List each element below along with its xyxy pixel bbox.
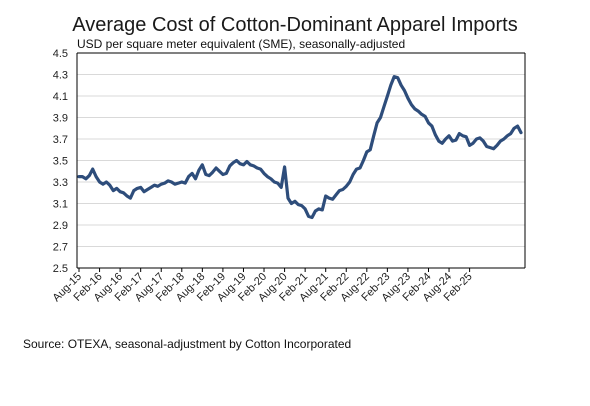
y-tick-label: 3.5 bbox=[53, 156, 68, 168]
y-tick-label: 4.1 bbox=[53, 91, 68, 103]
y-tick-label: 2.7 bbox=[53, 242, 68, 254]
chart-subtitle: USD per square meter equivalent (SME), s… bbox=[77, 37, 406, 51]
source-note: Source: OTEXA, seasonal-adjustment by Co… bbox=[23, 337, 352, 351]
y-tick-label: 3.9 bbox=[53, 113, 68, 125]
y-tick-label: 3.1 bbox=[53, 199, 68, 211]
chart-title: Average Cost of Cotton-Dominant Apparel … bbox=[72, 14, 518, 36]
y-tick-label: 4.5 bbox=[53, 48, 68, 60]
series-line bbox=[77, 74, 523, 220]
y-tick-label: 2.9 bbox=[53, 220, 68, 232]
y-tick-label: 3.7 bbox=[53, 134, 68, 146]
y-tick-label: 3.3 bbox=[53, 177, 68, 189]
y-tick-label: 2.5 bbox=[53, 263, 68, 275]
y-tick-label: 4.3 bbox=[53, 70, 68, 82]
